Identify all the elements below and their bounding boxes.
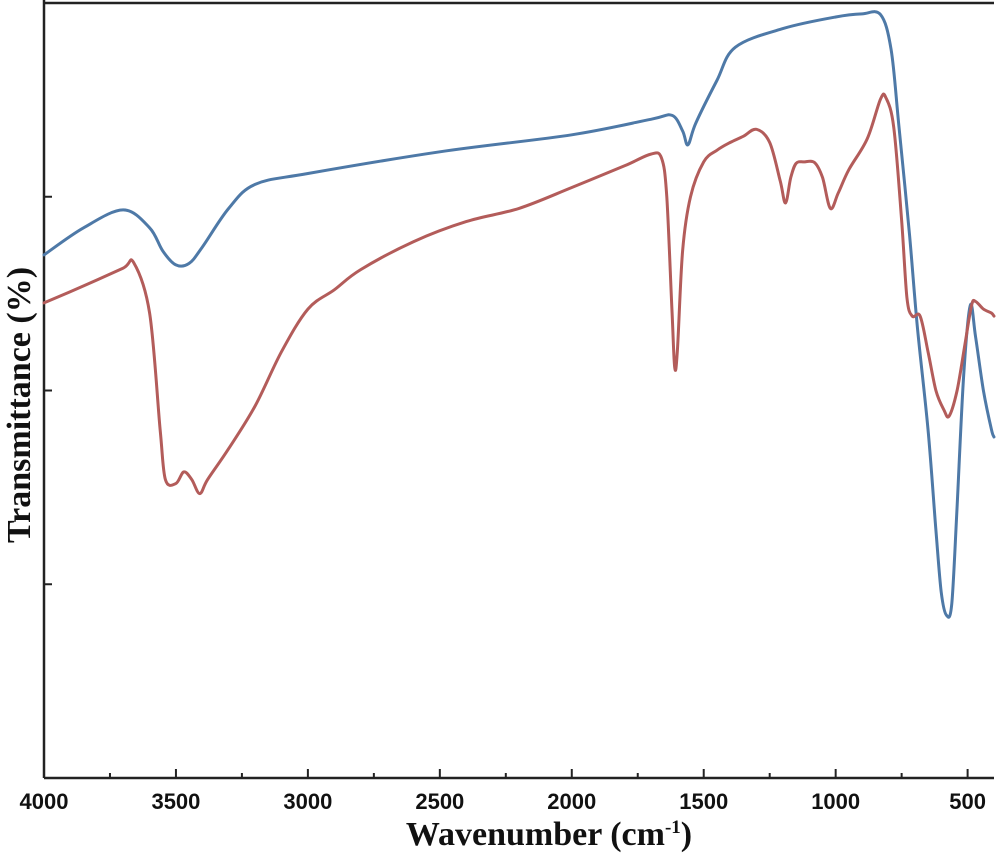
- x-tick-label: 2500: [415, 789, 464, 814]
- x-tick-label: 1000: [811, 789, 860, 814]
- x-tick-label: 4000: [20, 789, 69, 814]
- x-axis-title: Wavenumber (cm-1): [406, 816, 692, 853]
- series-group: [42, 10, 996, 619]
- x-tick-label: 3500: [151, 789, 200, 814]
- x-tick-label: 2000: [547, 789, 596, 814]
- series-line-1: [42, 10, 996, 619]
- x-tick-label: 500: [949, 789, 986, 814]
- plot-area: 4000 3500 3000 2500 2000 1500 1000 500: [20, 0, 996, 814]
- series-line-2: [42, 92, 996, 496]
- x-ticks: 4000 3500 3000 2500 2000 1500 1000 500: [20, 769, 986, 814]
- y-axis-title: Transmittance (%): [1, 267, 38, 543]
- x-tick-label: 3000: [283, 789, 332, 814]
- x-tick-label: 1500: [679, 789, 728, 814]
- y-ticks: [44, 2, 52, 779]
